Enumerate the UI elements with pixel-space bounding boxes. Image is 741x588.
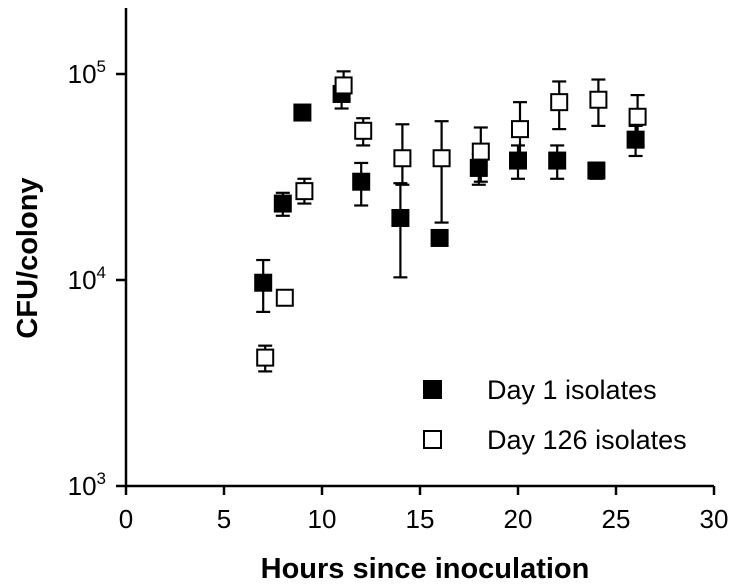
y-tick-label: 103 [68, 469, 106, 501]
data-point [293, 103, 312, 122]
data-point [511, 120, 529, 139]
data-point [393, 149, 412, 168]
y-tick-label: 105 [68, 57, 106, 89]
data-point [391, 208, 410, 227]
x-axis-ticks: 0 5 10 15 20 25 30 [119, 486, 729, 534]
data-point [352, 172, 371, 191]
x-tick-label: 30 [700, 504, 729, 534]
legend-marker-day-126 [423, 430, 442, 449]
data-point [334, 76, 353, 95]
x-axis-title: Hours since inoculation [261, 553, 590, 585]
x-tick-label: 10 [308, 504, 337, 534]
data-point [256, 348, 275, 367]
data-point [587, 161, 606, 180]
y-axis-title: CFU/colony [12, 177, 44, 338]
data-point [254, 273, 273, 292]
data-point [295, 182, 314, 201]
data-point [471, 142, 490, 161]
x-tick-label: 20 [504, 504, 533, 534]
legend-label-day-126: Day 126 isolates [487, 425, 687, 455]
data-point [626, 130, 645, 149]
data-point [430, 228, 449, 247]
x-tick-label: 5 [217, 504, 231, 534]
data-point [354, 121, 373, 140]
data-point [589, 90, 608, 109]
data-point [432, 149, 451, 168]
data-point [550, 93, 569, 112]
x-tick-label: 0 [119, 504, 133, 534]
y-axis-ticks: 103 104 105 [68, 57, 126, 501]
data-point [628, 107, 647, 126]
x-tick-label: 25 [602, 504, 631, 534]
series-day-1 [254, 77, 645, 314]
axes [124, 8, 714, 488]
data-point [469, 158, 488, 177]
x-tick-label: 15 [406, 504, 435, 534]
legend: Day 1 isolates Day 126 isolates [423, 375, 687, 455]
data-point [275, 288, 294, 307]
legend-label-day-1: Day 1 isolates [487, 375, 657, 405]
data-point [548, 151, 567, 170]
series-layer [254, 70, 647, 373]
y-tick-label: 104 [68, 263, 106, 295]
data-point [509, 151, 527, 170]
series-day-126 [256, 70, 647, 373]
legend-marker-day-1 [423, 380, 442, 399]
data-point [273, 194, 292, 213]
